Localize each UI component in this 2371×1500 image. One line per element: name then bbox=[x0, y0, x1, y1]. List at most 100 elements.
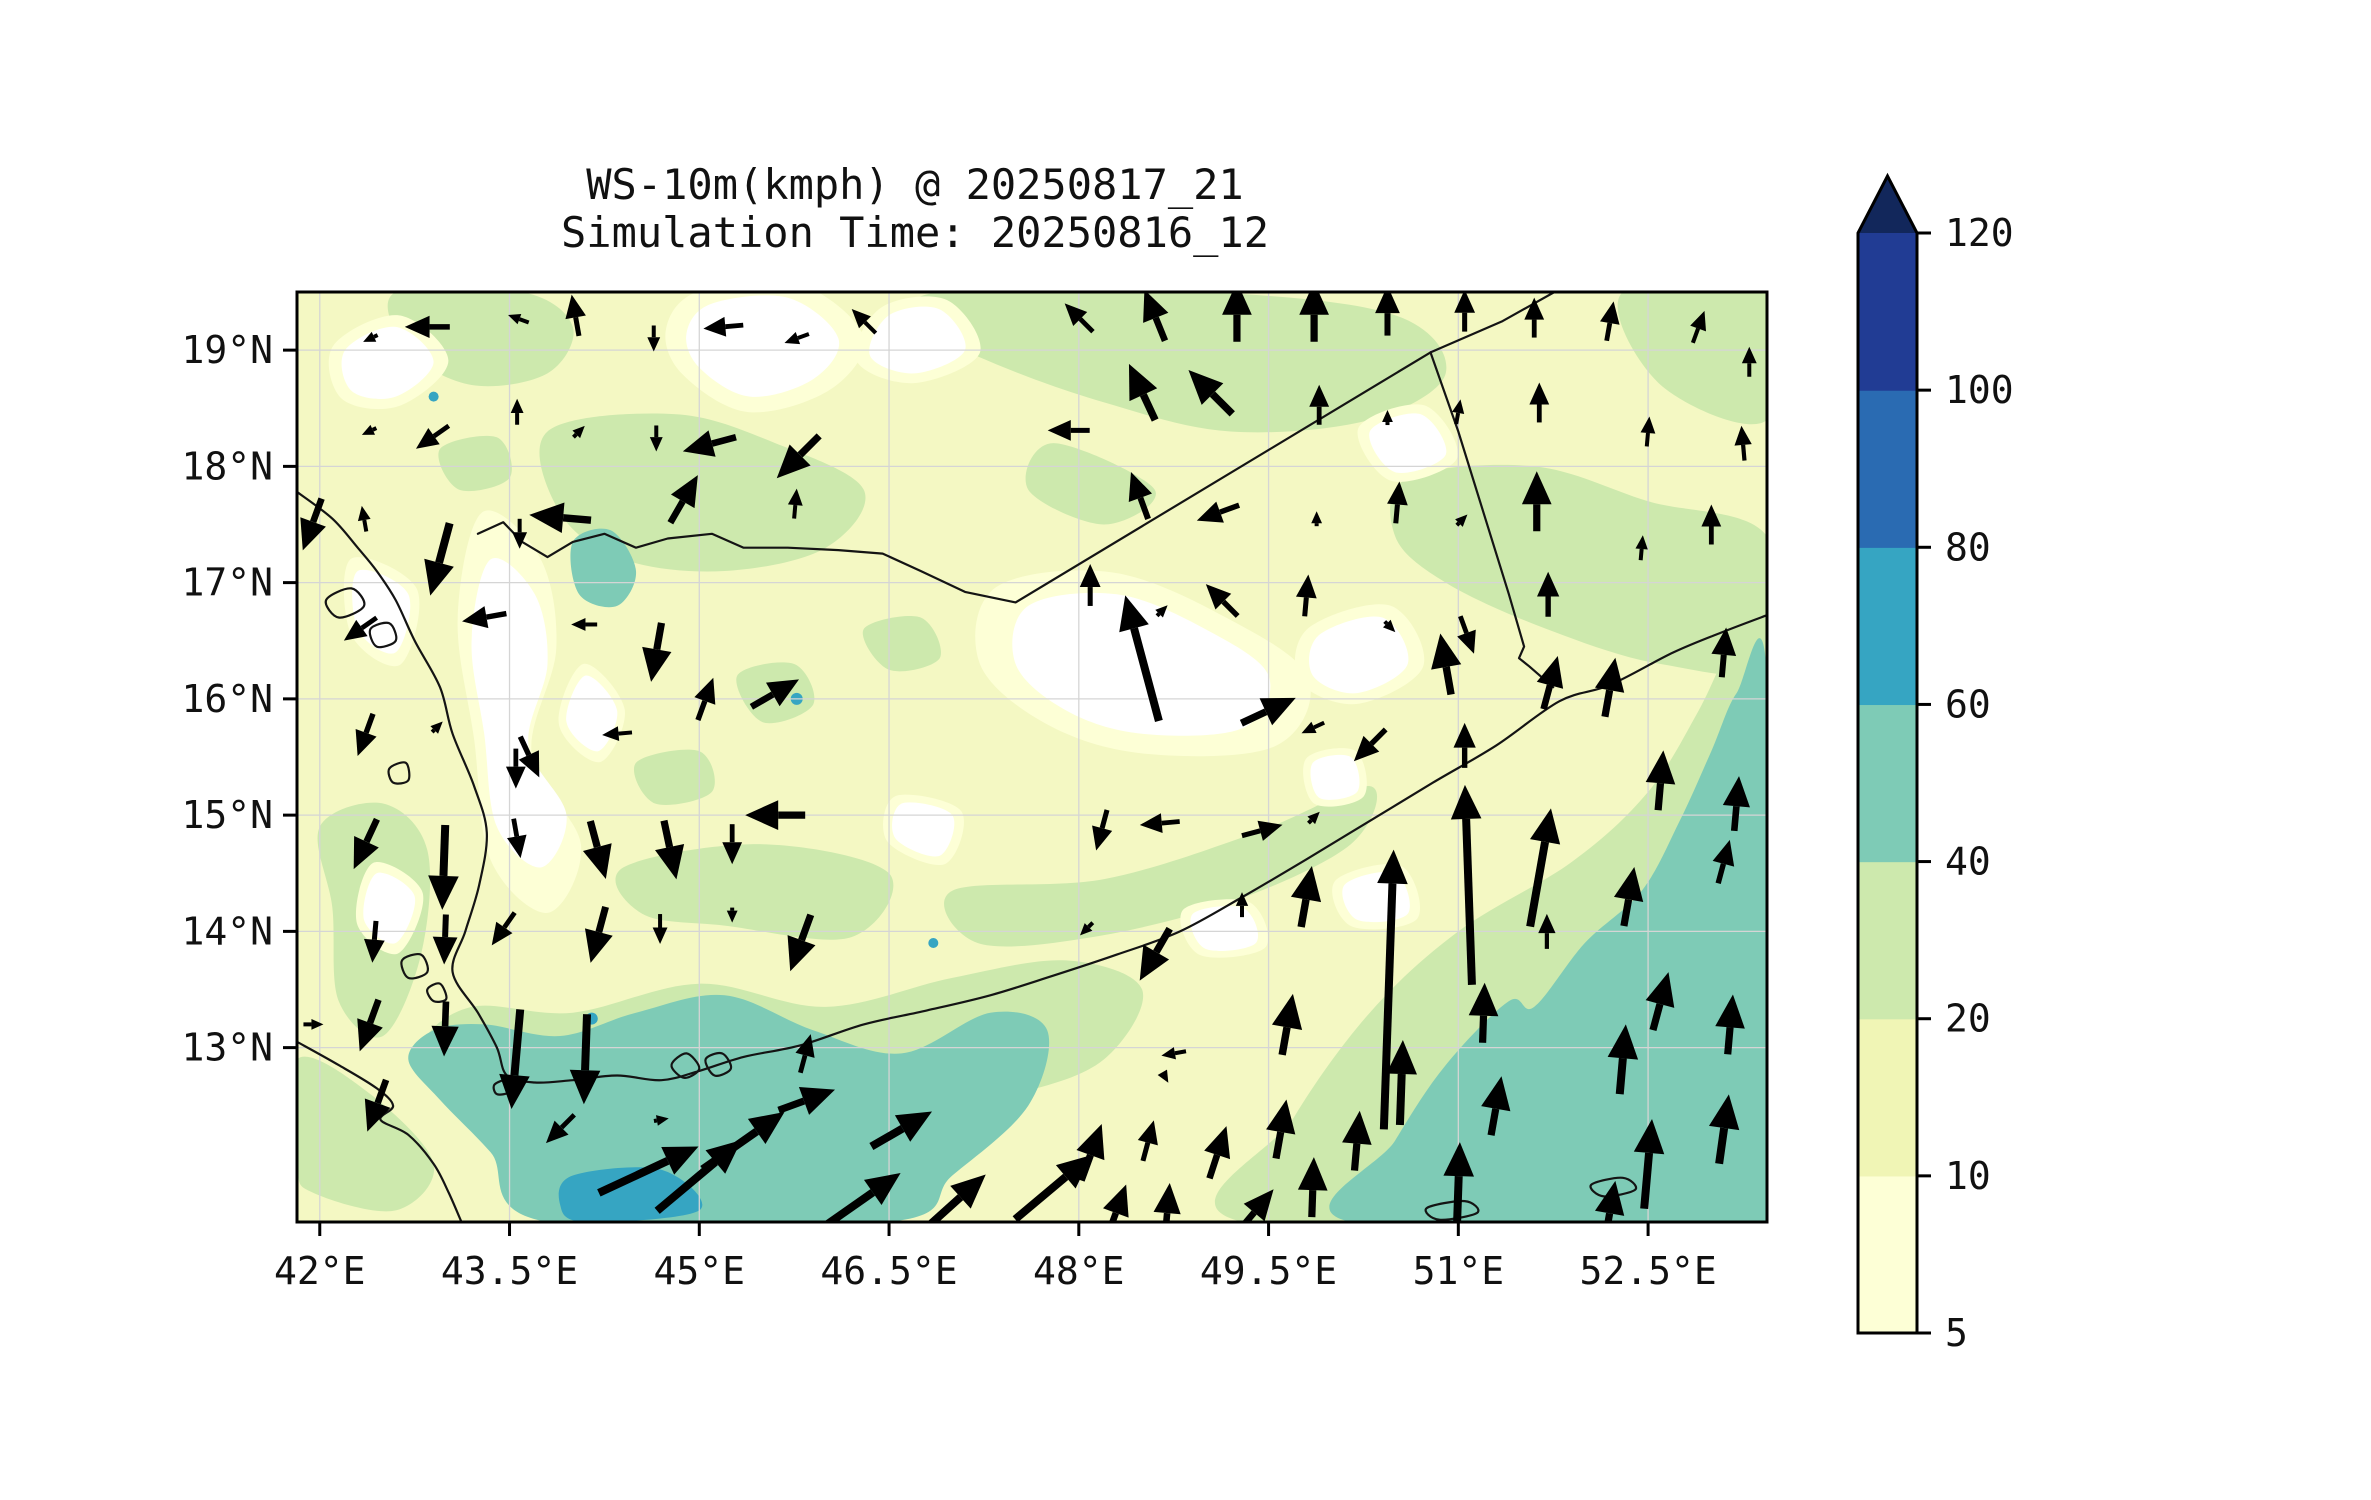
x-tick-label: 46.5°E bbox=[820, 1249, 957, 1293]
wind-arrow-shaft bbox=[1715, 863, 1727, 885]
wind-arrow-head bbox=[745, 800, 779, 830]
wind-arrow-head bbox=[726, 910, 738, 923]
wind-arrow-shaft bbox=[511, 818, 520, 837]
wind-arrow-head bbox=[1076, 1124, 1105, 1161]
wind-arrow-head bbox=[1633, 1119, 1665, 1155]
wind-arrow-shaft bbox=[1393, 504, 1400, 524]
contour-fill-region bbox=[1308, 616, 1409, 694]
wind-arrow-shaft bbox=[667, 499, 686, 525]
wind-arrow-shaft bbox=[1174, 1049, 1187, 1056]
wind-arrow-shaft bbox=[797, 433, 822, 458]
colorbar-segment bbox=[1858, 547, 1917, 706]
contour-fill-region bbox=[539, 413, 866, 572]
contour-fill-region bbox=[297, 1056, 435, 1212]
wind-arrow-head bbox=[357, 1018, 383, 1052]
wind-arrow-head bbox=[1538, 913, 1556, 934]
wind-arrow-shaft bbox=[1620, 898, 1633, 927]
wind-arrow-shaft bbox=[1540, 684, 1554, 711]
wind-arrow-shaft bbox=[777, 1097, 806, 1114]
contour-fill-region bbox=[1310, 754, 1360, 800]
wind-arrow-head bbox=[1708, 1094, 1740, 1131]
wind-arrow-shaft bbox=[1077, 1153, 1094, 1182]
wind-arrow-head bbox=[766, 679, 800, 707]
wind-arrow-head bbox=[776, 444, 811, 479]
wind-arrow-head bbox=[1468, 982, 1499, 1017]
wind-arrow-head bbox=[353, 835, 379, 870]
wind-arrow-head bbox=[424, 558, 454, 596]
wind-arrow-shaft bbox=[1152, 316, 1169, 342]
wind-arrow-head bbox=[1342, 1110, 1372, 1145]
wind-arrow-head bbox=[1377, 849, 1408, 885]
wind-arrow-head bbox=[1530, 808, 1561, 845]
wind-arrow-head bbox=[1443, 1142, 1474, 1177]
wind-arrow-head bbox=[364, 1098, 391, 1132]
wind-arrow-head bbox=[1155, 605, 1168, 618]
x-tick-label: 48°E bbox=[1033, 1249, 1125, 1293]
contour-fill-region bbox=[1025, 443, 1156, 525]
wind-arrow-head bbox=[1386, 1040, 1417, 1075]
x-tick-label: 51°E bbox=[1413, 1249, 1505, 1293]
colorbar-tick-label: 20 bbox=[1945, 997, 1991, 1041]
wind-arrow-shaft bbox=[435, 522, 454, 564]
wind-arrow-shaft bbox=[310, 497, 325, 524]
wind-arrow-head bbox=[1536, 656, 1564, 689]
wind-arrow-head bbox=[512, 532, 528, 549]
wind-arrow-head bbox=[1600, 301, 1620, 325]
colorbar: 5 10 20 40 60 80 100 120 bbox=[1856, 172, 2014, 1355]
chart-title: WS-10m(kmph) @ 20250817_21 bbox=[586, 160, 1244, 209]
wind-arrow-head bbox=[1299, 292, 1329, 315]
y-tick-label: 14°N bbox=[181, 909, 273, 953]
wind-arrow-head bbox=[507, 834, 527, 859]
wind-arrow-shaft bbox=[1137, 496, 1151, 520]
wind-arrow-shaft bbox=[711, 433, 737, 447]
colorbar-segment bbox=[1858, 233, 1917, 391]
wind-arrow-shaft bbox=[1741, 444, 1747, 461]
wind-arrow-shaft bbox=[517, 735, 532, 757]
island bbox=[426, 982, 448, 1003]
wind-arrow-head bbox=[1722, 776, 1750, 808]
wind-arrow-head bbox=[784, 332, 801, 345]
contour-speck bbox=[428, 391, 439, 402]
wind-arrow-head bbox=[1259, 697, 1296, 726]
wind-arrow-head bbox=[1243, 1189, 1274, 1222]
wind-arrow-shaft bbox=[1219, 502, 1241, 515]
wind-arrow-shaft bbox=[1161, 819, 1180, 826]
wind-arrow-head bbox=[343, 619, 368, 641]
wind-arrow-shaft bbox=[573, 316, 582, 337]
wind-arrow-shaft bbox=[1139, 393, 1159, 422]
wind-arrow-shaft bbox=[441, 1001, 450, 1027]
wind-arrow-head bbox=[361, 424, 376, 435]
wind-arrow-shaft bbox=[1395, 1073, 1406, 1126]
wind-arrow-head bbox=[1139, 944, 1170, 981]
wind-arrow-shaft bbox=[1297, 898, 1310, 928]
wind-arrow-head bbox=[404, 315, 430, 339]
wind-arrow-shaft bbox=[653, 1118, 658, 1123]
wind-arrow-head bbox=[747, 1111, 785, 1144]
wind-arrow-head bbox=[491, 921, 513, 946]
wind-arrow-head bbox=[787, 935, 816, 972]
map-area bbox=[297, 292, 1767, 1222]
colorbar-segment bbox=[1858, 390, 1917, 548]
wind-arrow-head bbox=[647, 337, 661, 352]
wind-arrow-shaft bbox=[597, 1157, 670, 1197]
wind-arrow-head bbox=[1309, 384, 1330, 407]
colorbar-extend-arrow bbox=[1858, 176, 1917, 233]
saudi-oman-border bbox=[1429, 292, 1556, 354]
wind-arrow-shaft bbox=[1640, 1152, 1654, 1210]
wind-arrow-head bbox=[1521, 471, 1552, 505]
wind-arrow-head bbox=[1701, 504, 1722, 527]
wind-arrow-head bbox=[584, 928, 613, 963]
wind-arrow-head bbox=[355, 728, 377, 757]
wind-arrow-head bbox=[1734, 425, 1752, 446]
map-frame bbox=[295, 290, 1769, 1224]
wind-arrow-shaft bbox=[1383, 620, 1389, 626]
colorbar-segment bbox=[1858, 704, 1917, 863]
wind-arrow-shaft bbox=[1369, 727, 1388, 746]
wind-arrow-shaft bbox=[1307, 818, 1313, 825]
contour-fill-region bbox=[438, 435, 512, 492]
wind-arrow-head bbox=[1645, 750, 1676, 785]
wind-arrow-shaft bbox=[1153, 926, 1173, 954]
wind-arrow-shaft bbox=[1604, 322, 1613, 342]
wind-arrow-head bbox=[582, 843, 612, 879]
wind-arrow-head bbox=[1594, 1180, 1625, 1216]
